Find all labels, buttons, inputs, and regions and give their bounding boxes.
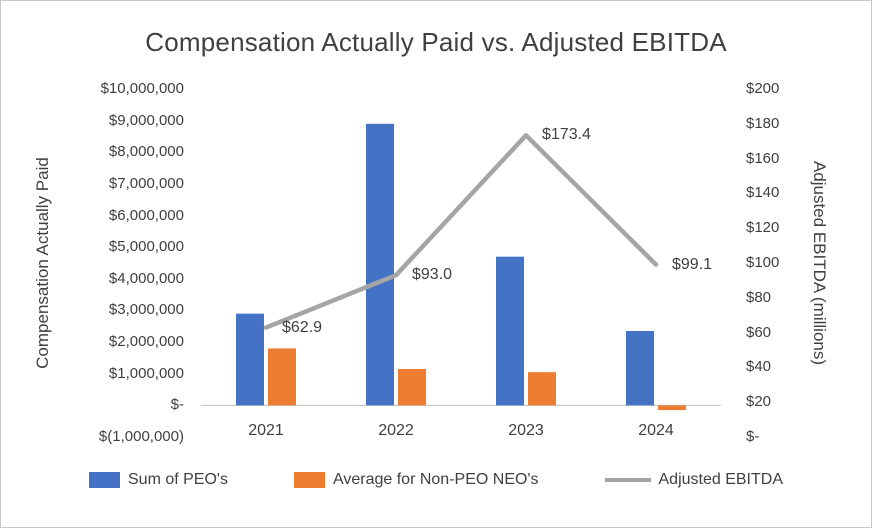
left-axis-tick-label: $9,000,000 [108, 111, 184, 129]
legend: Sum of PEO's Average for Non-PEO NEO's Adj… [1, 471, 871, 489]
right-axis-tick-label: $100 [746, 254, 780, 271]
bar-sum-of-peo-s-2024 [626, 331, 654, 406]
bar-sum-of-peo-s-2021 [236, 313, 264, 406]
right-axis-tick-label: $80 [746, 288, 772, 306]
right-axis-tick-label: $180 [746, 114, 780, 132]
line-data-label: $93.0 [412, 266, 453, 284]
bar-average-for-non-peo-neo-s-2023 [528, 372, 556, 406]
chart-title: Compensation Actually Paid vs. Adjusted … [145, 27, 727, 57]
left-axis-tick-label: $2,000,000 [108, 333, 184, 351]
bar-sum-of-peo-s-2022 [366, 123, 394, 406]
x-axis-tick-label: 2021 [248, 422, 284, 439]
right-axis-tick-label: $60 [746, 323, 772, 341]
right-axis-tick-label: $160 [746, 149, 780, 167]
left-axis-tick-label: $1,000,000 [108, 364, 184, 382]
right-axis-tick-label: $140 [746, 184, 780, 202]
line-adjusted-ebitda [263, 133, 659, 330]
bar-average-for-non-peo-neo-s-2021 [268, 348, 296, 406]
left-axis-tick-label: $3,000,000 [108, 301, 184, 319]
legend-swatch-sum-of-peo-s [89, 472, 120, 488]
left-axis-tick-label: $7,000,000 [108, 174, 184, 192]
left-axis-tick-label: $(1,000,000) [98, 428, 184, 445]
legend-item-adjusted-ebitda: Adjusted EBITDA [604, 471, 784, 489]
line-data-label: $173.4 [542, 126, 591, 144]
line-data-label: $62.9 [282, 318, 323, 336]
right-axis-tick-label: $200 [746, 80, 780, 97]
bar-sum-of-peo-s-2023 [496, 256, 524, 406]
left-axis-tick-label: $4,000,000 [108, 269, 184, 287]
bar-average-for-non-peo-neo-s-2024 [658, 405, 686, 411]
legend-label: Average for Non-PEO NEO's [332, 471, 539, 488]
left-axis-tick-label: $- [170, 396, 184, 414]
legend-label: Sum of PEO's [128, 471, 228, 488]
right-axis-tick-label: $20 [746, 393, 772, 411]
left-axis-tick-label: $6,000,000 [108, 206, 184, 224]
x-axis-tick-label: 2023 [508, 422, 544, 439]
line-data-label: $99.1 [672, 255, 713, 273]
legend-item-average-for-non-peo-neo-s: Average for Non-PEO NEO's [293, 471, 539, 489]
legend-swatch-average-for-non-peo-neo-s [293, 472, 325, 488]
x-axis-tick-label: 2022 [378, 422, 414, 439]
right-axis-tick-label: $- [746, 428, 760, 445]
left-axis-tick-label: $5,000,000 [108, 238, 184, 256]
legend-swatch-adjusted-ebitda [604, 478, 651, 482]
legend-label: Adjusted EBITDA [658, 471, 784, 488]
bar-average-for-non-peo-neo-s-2022 [398, 368, 426, 406]
left-axis-tick-label: $10,000,000 [100, 80, 184, 97]
right-axis-tick-label: $40 [746, 358, 772, 376]
legend-item-sum-of-peo-s: Sum of PEO's [89, 471, 228, 489]
x-axis-tick-label: 2024 [638, 422, 674, 439]
left-axis-tick-label: $8,000,000 [108, 143, 184, 161]
right-axis-tick-label: $120 [746, 219, 780, 237]
